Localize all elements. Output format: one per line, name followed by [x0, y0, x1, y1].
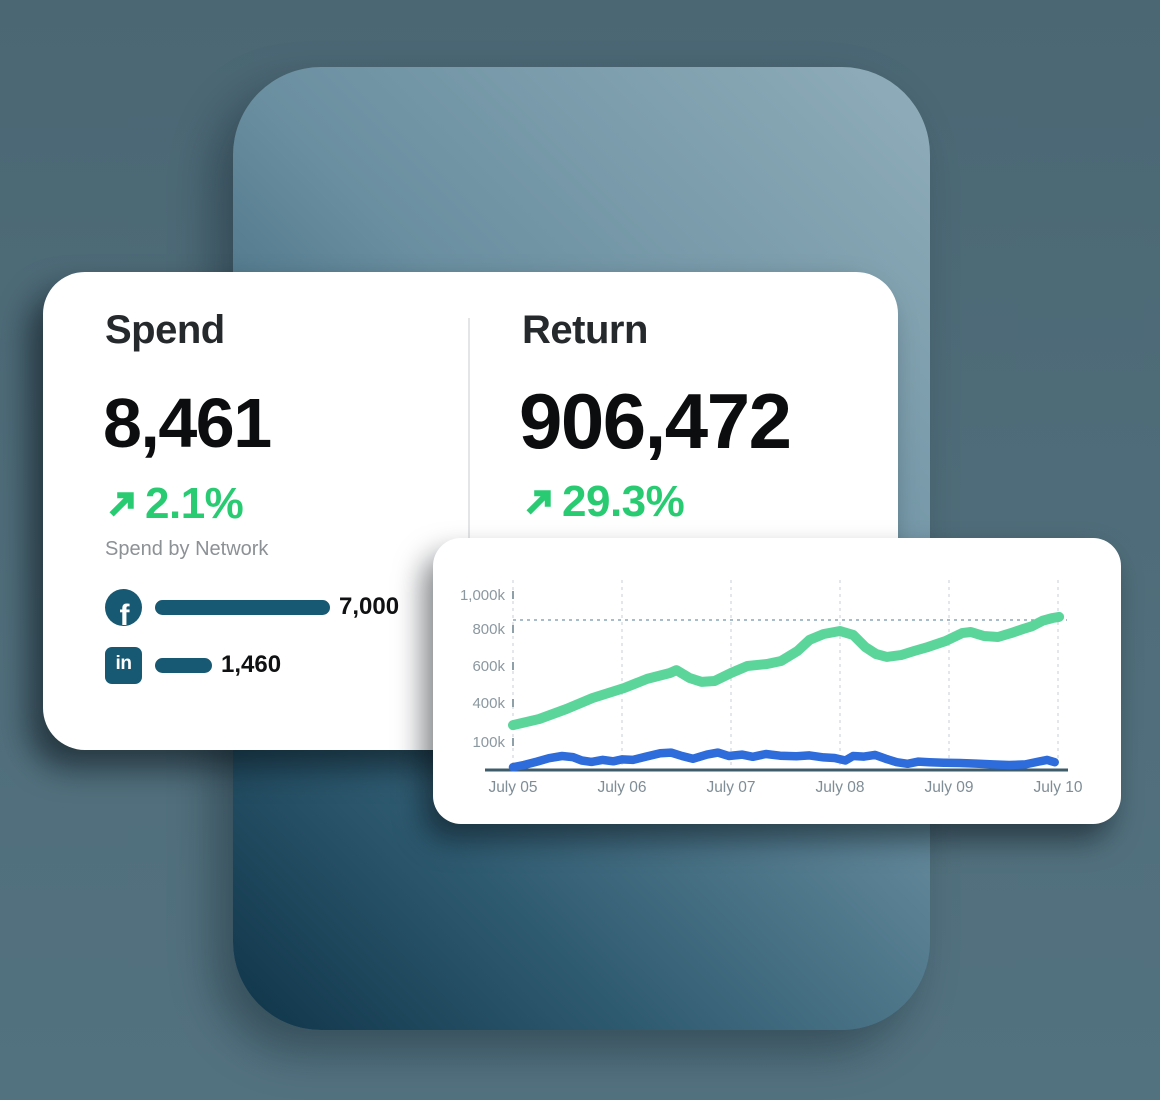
return-value: 906,472 — [519, 377, 792, 465]
breakdown-title: Spend by Network — [105, 538, 269, 560]
svg-text:100k: 100k — [472, 734, 505, 751]
svg-text:July 10: July 10 — [1033, 779, 1082, 796]
chart-card: July 05 July 06 July 07 July 08 July 09 July … — [433, 538, 1121, 824]
spend-change: 2.1% — [105, 479, 244, 529]
facebook-spend-bar — [155, 599, 330, 615]
svg-text:1,000k: 1,000k — [460, 587, 506, 604]
svg-text:July 09: July 09 — [924, 779, 973, 796]
linkedin-icon: in — [105, 646, 142, 684]
linkedin-spend-bar — [155, 657, 212, 673]
spend-label: Spend — [105, 308, 225, 352]
spend-value: 8,461 — [103, 384, 272, 462]
spend-change-pct: 2.1% — [145, 479, 244, 528]
linkedin-spend-value: 1,460 — [221, 651, 282, 678]
column-divider — [468, 318, 470, 742]
svg-text:July 07: July 07 — [706, 779, 755, 796]
return-change: 29.3% — [522, 477, 685, 527]
network-row-facebook: f 7,000 — [105, 588, 399, 626]
roi-line-chart: July 05 July 06 July 07 July 08 July 09 July … — [460, 580, 1083, 796]
stats-card: Spend Return 8,461 906,472 2.1% 29.3% Sp… — [43, 272, 898, 750]
trend-up-icon — [526, 489, 551, 515]
return-label: Return — [522, 308, 648, 352]
return-change-pct: 29.3% — [562, 477, 685, 526]
svg-text:July 06: July 06 — [597, 779, 646, 796]
svg-text:July 05: July 05 — [488, 779, 537, 796]
facebook-spend-value: 7,000 — [339, 593, 400, 620]
svg-text:600k: 600k — [472, 658, 505, 675]
trend-up-icon — [109, 491, 134, 517]
svg-text:400k: 400k — [472, 695, 505, 712]
facebook-icon: f — [105, 588, 142, 626]
svg-text:800k: 800k — [472, 621, 505, 638]
svg-text:July 08: July 08 — [815, 779, 864, 796]
network-row-linkedin: in 1,460 — [105, 646, 281, 684]
